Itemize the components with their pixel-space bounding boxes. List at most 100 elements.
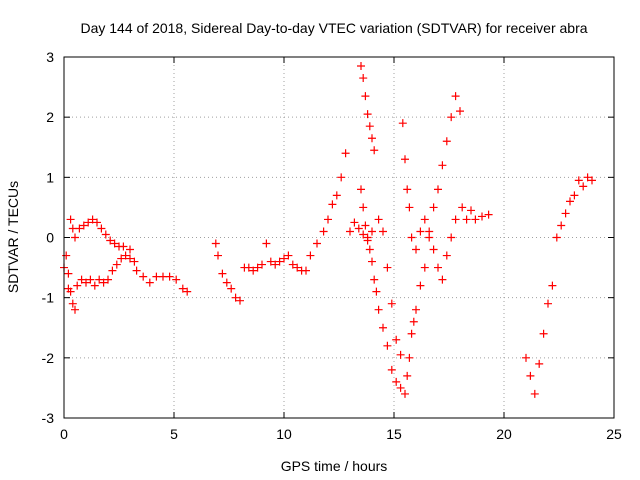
y-tick-label: -1 — [42, 290, 55, 306]
data-point — [64, 269, 73, 278]
data-point — [539, 329, 548, 338]
data-point — [374, 305, 383, 314]
data-point — [451, 215, 460, 224]
data-point — [341, 149, 350, 158]
chart-title: Day 144 of 2018, Sidereal Day-to-day VTE… — [80, 20, 587, 36]
data-point — [126, 245, 134, 254]
data-point — [396, 383, 405, 392]
data-point — [71, 233, 79, 242]
data-point — [66, 215, 75, 224]
data-point — [566, 197, 574, 206]
data-point — [401, 389, 409, 398]
data-point — [420, 263, 429, 272]
data-point — [359, 74, 368, 83]
data-point — [178, 284, 187, 293]
data-point — [82, 278, 90, 287]
data-point — [368, 257, 376, 266]
data-point — [126, 254, 134, 263]
data-point — [396, 350, 405, 359]
y-tick-label: -2 — [42, 350, 55, 366]
data-point — [383, 341, 392, 350]
data-point — [387, 365, 396, 374]
data-point — [407, 233, 416, 242]
data-point — [471, 215, 480, 224]
data-point — [434, 263, 442, 272]
data-point — [130, 257, 139, 266]
grid — [64, 57, 614, 418]
data-point — [302, 266, 310, 275]
data-point — [275, 257, 284, 266]
data-point — [383, 263, 392, 272]
data-point — [112, 260, 121, 269]
data-point — [104, 275, 112, 284]
data-point — [236, 296, 244, 305]
data-point — [530, 389, 539, 398]
data-point — [387, 299, 396, 308]
data-series — [60, 62, 596, 398]
data-point — [183, 287, 192, 296]
data-point — [405, 203, 414, 212]
data-point — [77, 275, 86, 284]
data-point — [363, 233, 372, 242]
data-point — [222, 278, 231, 287]
data-point — [544, 299, 552, 308]
data-point — [75, 224, 84, 233]
data-point — [139, 272, 148, 281]
data-point — [447, 233, 456, 242]
data-point — [412, 305, 420, 314]
data-point — [357, 62, 365, 71]
data-point — [306, 251, 315, 260]
data-point — [271, 260, 280, 269]
data-point — [484, 210, 493, 219]
data-point — [90, 281, 99, 290]
data-point — [95, 275, 104, 284]
data-point — [350, 218, 359, 227]
data-point — [218, 269, 227, 278]
data-point — [372, 287, 381, 296]
x-tick-label: 5 — [170, 426, 178, 442]
data-point — [368, 134, 376, 143]
data-point — [434, 185, 442, 194]
data-point — [288, 260, 297, 269]
data-point — [359, 230, 368, 239]
data-point — [365, 245, 374, 254]
data-point — [467, 206, 475, 215]
data-point — [293, 263, 302, 272]
data-point — [324, 215, 332, 224]
x-tick-label: 0 — [60, 426, 68, 442]
data-point — [108, 266, 117, 275]
data-point — [420, 215, 429, 224]
data-point — [88, 215, 97, 224]
data-point — [284, 251, 293, 260]
data-point — [409, 317, 418, 326]
data-point — [66, 287, 75, 296]
data-point — [332, 191, 341, 200]
data-point — [458, 203, 467, 212]
data-point — [535, 359, 544, 368]
data-point — [363, 110, 372, 119]
data-point — [79, 221, 88, 230]
data-point — [97, 224, 106, 233]
x-tick-label: 15 — [386, 426, 402, 442]
data-point — [447, 113, 456, 122]
data-point — [374, 215, 383, 224]
data-point — [379, 227, 387, 236]
data-point — [392, 377, 401, 386]
data-point — [227, 284, 236, 293]
data-point — [416, 281, 425, 290]
data-point — [370, 146, 379, 155]
data-point — [478, 212, 486, 221]
y-tick-label: 2 — [46, 109, 54, 125]
y-tick-label: -3 — [42, 410, 55, 426]
data-point — [416, 227, 425, 236]
data-point — [588, 176, 596, 185]
data-point — [121, 251, 130, 260]
data-point — [570, 191, 579, 200]
data-point — [328, 200, 337, 209]
data-point — [253, 263, 262, 272]
data-point — [583, 173, 592, 182]
data-point — [361, 92, 370, 101]
data-point — [574, 176, 583, 185]
data-point — [313, 239, 321, 248]
